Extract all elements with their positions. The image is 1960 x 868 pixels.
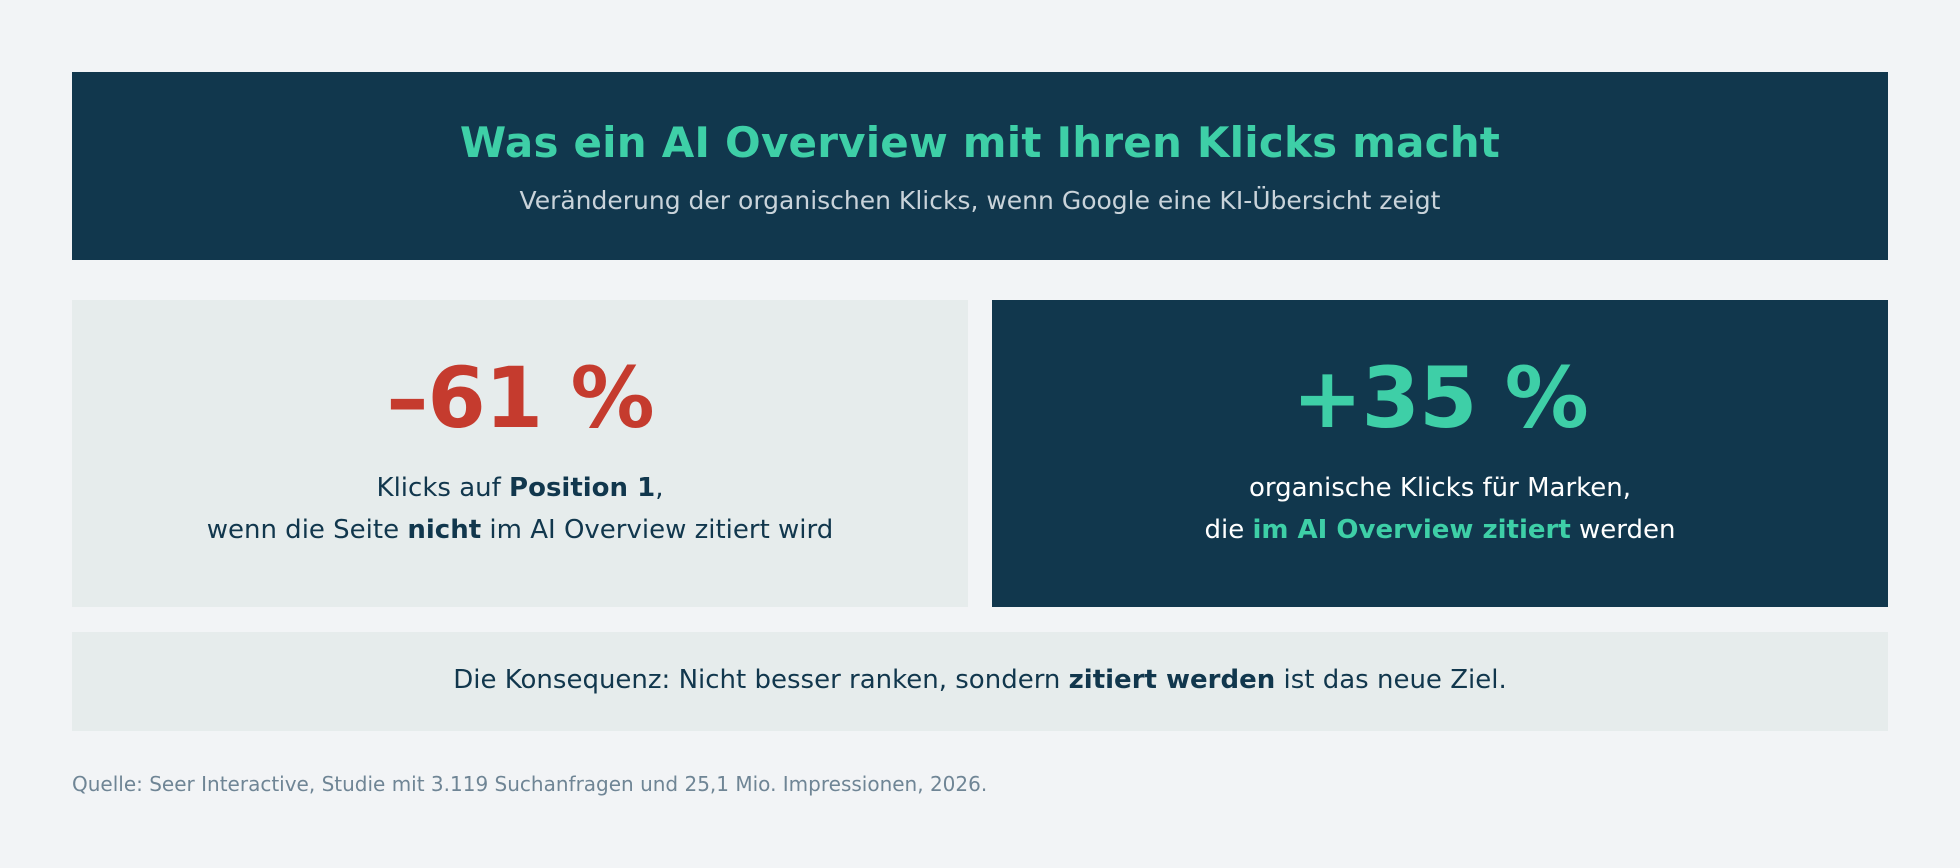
stat-value-negative: –61 % — [386, 349, 654, 447]
source-note: Quelle: Seer Interactive, Studie mit 3.1… — [72, 772, 988, 796]
desc-text: , — [655, 473, 664, 503]
desc-text: werden — [1570, 515, 1676, 545]
stat-description-line-2: die im AI Overview zitiert werden — [992, 517, 1888, 543]
stat-description-line-1: Klicks auf Position 1, — [72, 475, 968, 501]
conclusion-banner: Die Konsequenz: Nicht besser ranken, son… — [72, 632, 1888, 731]
conclusion-text: Die Konsequenz: Nicht besser ranken, son… — [72, 667, 1888, 693]
stat-description-line-2: wenn die Seite nicht im AI Overview ziti… — [72, 517, 968, 543]
desc-accent: im AI Overview zitiert — [1252, 515, 1571, 545]
page-title: Was ein AI Overview mit Ihren Klicks mac… — [459, 118, 1501, 167]
stat-description-line-1: organische Klicks für Marken, — [1248, 473, 1632, 503]
desc-emphasis: nicht — [407, 515, 482, 545]
desc-text: wenn die Seite — [206, 515, 408, 545]
stat-card-not-cited: –61 % Klicks auf Position 1, wenn die Se… — [72, 300, 968, 607]
conclusion-emphasis: zitiert werden — [1068, 665, 1276, 695]
stat-value-positive: +35 % — [1292, 349, 1589, 447]
conclusion-prefix: Die Konsequenz: Nicht besser ranken, son… — [453, 665, 1069, 695]
page-subtitle: Veränderung der organischen Klicks, wenn… — [519, 186, 1441, 215]
desc-text: im AI Overview zitiert wird — [481, 515, 834, 545]
stat-card-cited: +35 % organische Klicks für Marken, die … — [992, 300, 1888, 607]
desc-text: Klicks auf — [376, 473, 510, 503]
desc-emphasis: Position 1 — [509, 473, 656, 503]
desc-text: die — [1204, 515, 1253, 545]
header-panel: Was ein AI Overview mit Ihren Klicks mac… — [72, 72, 1888, 260]
conclusion-suffix: ist das neue Ziel. — [1275, 665, 1507, 695]
